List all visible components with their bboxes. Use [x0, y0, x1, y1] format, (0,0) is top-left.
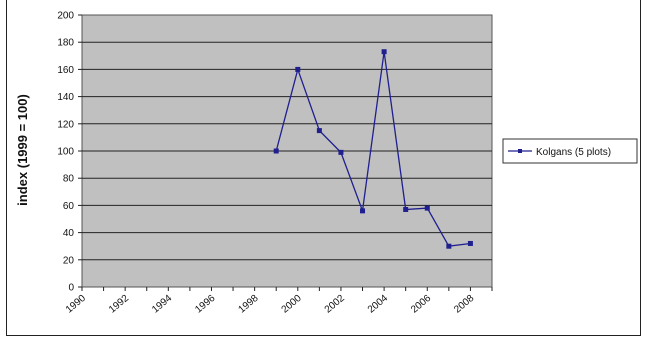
data-point: [338, 149, 344, 155]
data-point: [360, 208, 366, 214]
x-tick-label: 2006: [409, 293, 433, 316]
y-tick-label: 180: [57, 38, 74, 49]
x-tick-label: 1990: [64, 293, 88, 316]
x-ticks: 1990 1992 1994 1996 1998 2000 2002 2004 2006 2008: [64, 287, 493, 316]
data-point: [381, 49, 387, 55]
legend-marker: [518, 149, 522, 153]
data-point: [295, 66, 301, 72]
y-tick-label: 120: [57, 119, 74, 130]
x-tick-label: 2002: [323, 293, 347, 316]
y-tick-label: 140: [57, 92, 74, 103]
y-tick-label: 200: [57, 11, 74, 22]
y-axis-label: index (1999 = 100): [15, 94, 30, 206]
data-point: [316, 128, 322, 134]
x-tick-label: 2008: [452, 293, 476, 316]
x-tick-label: 2004: [366, 293, 390, 316]
y-tick-label: 0: [68, 283, 74, 294]
y-tick-label: 160: [57, 65, 74, 76]
legend-label: Kolgans (5 plots): [536, 147, 611, 158]
grid-lines: [82, 41, 492, 261]
x-tick-label: 1994: [150, 293, 174, 316]
x-tick-label: 1998: [236, 293, 260, 316]
y-tick-label: 40: [63, 228, 75, 239]
y-tick-label: 60: [63, 201, 75, 212]
y-tick-label: 20: [63, 255, 75, 266]
x-tick-label: 1992: [107, 293, 131, 316]
data-point: [273, 148, 279, 154]
series-layer: [273, 49, 473, 249]
y-tick-label: 80: [63, 174, 75, 185]
x-tick-label: 1996: [193, 293, 217, 316]
data-point: [424, 205, 430, 211]
data-point: [446, 243, 452, 249]
series-line: [275, 51, 471, 247]
y-tick-label: 100: [57, 147, 74, 158]
y-ticks: 0 20 40 60 80 100 120 140 160 180 200: [57, 11, 82, 294]
data-point: [467, 240, 473, 246]
legend: Kolgans (5 plots): [502, 138, 638, 164]
x-tick-label: 2000: [280, 293, 304, 316]
data-point: [403, 206, 409, 212]
